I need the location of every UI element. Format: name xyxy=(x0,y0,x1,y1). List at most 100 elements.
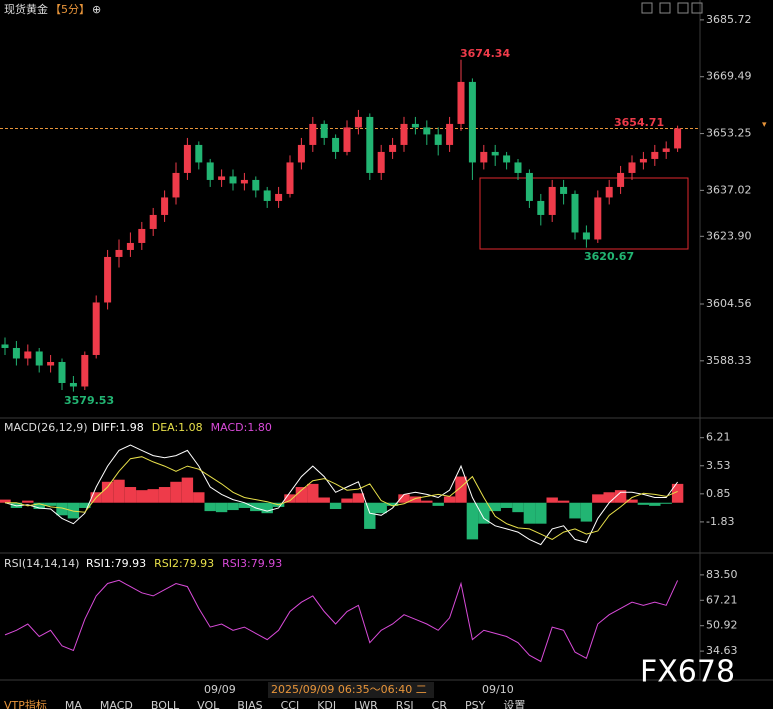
candle-body xyxy=(297,144,305,163)
macd-bar xyxy=(101,481,114,503)
candle-body xyxy=(115,249,123,257)
macd-bar xyxy=(341,498,353,503)
tab[interactable]: VOL xyxy=(197,699,220,709)
macd-bar xyxy=(147,489,159,503)
candle-body xyxy=(617,172,625,187)
tab[interactable]: CR xyxy=(432,699,448,709)
candle-body xyxy=(582,232,590,240)
y-tick-label: 3637.02 xyxy=(706,183,752,196)
macd-bar xyxy=(124,487,137,503)
candle-body xyxy=(229,176,237,184)
macd-bar xyxy=(546,497,558,503)
candle-body xyxy=(12,347,20,359)
line xyxy=(4,579,679,663)
macd-bar xyxy=(535,502,547,524)
candle-body xyxy=(548,186,556,215)
tab[interactable]: BOLL xyxy=(151,699,180,709)
candle-body xyxy=(104,256,112,303)
macd-bar xyxy=(592,494,604,503)
macd-bar xyxy=(170,481,182,503)
macd-bar xyxy=(352,493,365,503)
tab[interactable]: 设置 xyxy=(503,699,525,709)
candle-body xyxy=(674,128,682,149)
candle-body xyxy=(571,193,579,233)
panel-title: MACD(26,12,9) xyxy=(4,421,88,434)
macd-bar xyxy=(398,494,410,503)
macd-bar xyxy=(22,500,34,503)
tab[interactable]: BIAS xyxy=(237,699,262,709)
y-tick-label: 3.53 xyxy=(706,459,731,472)
macd-bar xyxy=(10,502,23,508)
macd-bar xyxy=(0,499,11,503)
macd-bar xyxy=(329,502,342,510)
candle-body xyxy=(309,123,317,145)
candle-body xyxy=(537,200,545,215)
candle-body xyxy=(389,144,397,152)
candle-body xyxy=(81,354,89,387)
macd-bar xyxy=(318,497,330,503)
btn[interactable] xyxy=(641,2,653,14)
macd-bar xyxy=(443,496,456,503)
tab[interactable]: KDJ xyxy=(317,699,336,709)
macd-bar xyxy=(478,502,490,524)
candle-body xyxy=(594,197,602,240)
candle-body xyxy=(149,214,157,229)
macd-bar xyxy=(421,500,433,503)
tab[interactable]: MA xyxy=(65,699,82,709)
macd-bar xyxy=(44,502,57,506)
tab[interactable]: VTP指标 xyxy=(4,698,47,709)
period[interactable]: 【5分】 xyxy=(50,3,90,16)
macd-bar xyxy=(79,502,91,508)
btn[interactable] xyxy=(659,2,671,14)
candle-body xyxy=(468,81,476,163)
y-tick-label: 67.21 xyxy=(706,593,738,606)
highlight-box xyxy=(479,177,689,250)
candle-body xyxy=(172,172,180,198)
candle-body xyxy=(423,127,431,135)
tabs: VTP指标 MA MACD BOLL VOL BIAS CCI KDJ LWR RSI CR PSY 设… xyxy=(4,698,525,709)
y-tick-label: 83.50 xyxy=(706,568,738,581)
settings-icon[interactable]: ⊕ xyxy=(92,3,101,16)
macd-bar xyxy=(660,502,672,504)
candle-body xyxy=(651,151,659,159)
tab[interactable]: RSI xyxy=(396,699,414,709)
candle-body xyxy=(446,123,454,145)
y-tick-label: 34.63 xyxy=(706,644,738,657)
candle-body xyxy=(662,148,670,152)
macd-bar xyxy=(455,476,467,503)
macd-bar xyxy=(375,502,387,514)
candle-body xyxy=(126,242,134,250)
macd-bar xyxy=(227,502,239,511)
macd-bar xyxy=(466,502,479,540)
candle-body xyxy=(628,162,636,173)
y-tick-label: 6.21 xyxy=(706,431,731,444)
candle-body xyxy=(514,162,522,173)
btn[interactable] xyxy=(691,2,703,14)
macd-bar xyxy=(649,502,661,506)
tab[interactable]: MACD xyxy=(100,699,133,709)
y-tick-label: -1.83 xyxy=(706,515,734,528)
macd-bar xyxy=(284,494,296,503)
candle-body xyxy=(457,81,465,124)
candle-body xyxy=(240,179,248,184)
candle-body xyxy=(195,144,203,163)
candle-body xyxy=(560,186,568,194)
candle-body xyxy=(366,116,374,173)
readout: DEA:1.08 xyxy=(152,421,203,434)
macd-bar xyxy=(113,479,125,503)
tab[interactable]: PSY xyxy=(465,699,486,709)
y-tick-label: 50.92 xyxy=(706,619,738,632)
watermark: FX678 xyxy=(640,655,735,690)
btn[interactable] xyxy=(677,2,689,14)
tab[interactable]: CCI xyxy=(281,699,300,709)
annotation: 3620.67 xyxy=(584,250,634,263)
macd-bar xyxy=(364,502,376,529)
tab[interactable]: LWR xyxy=(354,699,378,709)
macd-bar xyxy=(250,502,262,512)
candle-body xyxy=(161,197,169,215)
candle-body xyxy=(434,134,442,145)
annotation: 3674.34 xyxy=(460,47,510,60)
candle-body xyxy=(183,144,191,173)
macd-bar xyxy=(295,487,308,503)
